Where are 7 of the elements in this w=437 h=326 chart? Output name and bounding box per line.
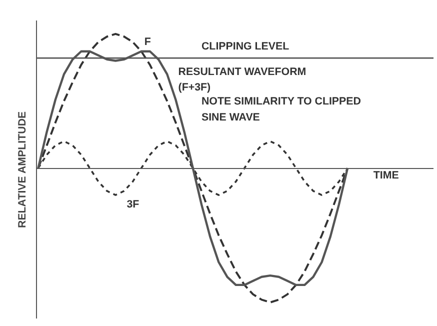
x-axis-title: TIME bbox=[373, 170, 399, 182]
annotation: NOTE SIMILARITY TO CLIPPED SINE WAVE bbox=[201, 96, 362, 124]
ref-line-label: CLIPPING LEVEL bbox=[201, 40, 290, 53]
series-label: 3F bbox=[126, 198, 140, 210]
y-axis-title: RELATIVE AMPLITUDE bbox=[16, 111, 28, 228]
series-label: RESULTANT WAVEFORM (F+3F) bbox=[178, 66, 306, 94]
series-label: F bbox=[144, 36, 152, 48]
